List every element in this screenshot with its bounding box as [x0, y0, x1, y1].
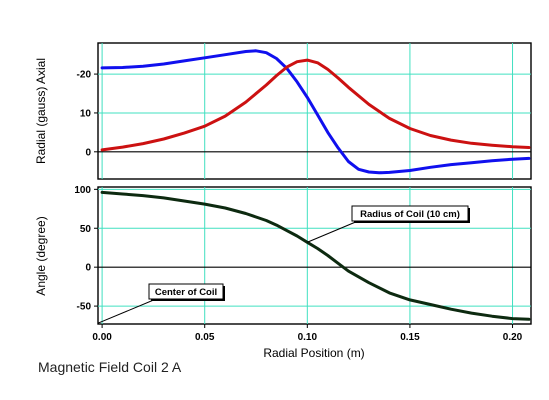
- bottom-series: [100, 190, 531, 321]
- top-ytick-label-1: 10: [80, 108, 92, 119]
- top-ytick-label-0: 0: [85, 147, 91, 158]
- bottom-ytick-label-3: 100: [74, 185, 91, 196]
- figure-caption: Magnetic Field Coil 2 A: [38, 359, 182, 375]
- xtick-label-3: 0.15: [400, 332, 420, 343]
- annotations: Radius of Coil (10 cm) Center of Coil: [97, 205, 470, 324]
- annotation-leader-0: [307, 220, 359, 243]
- bottom-ytick-label-1: 0: [85, 263, 91, 274]
- top-grid: [98, 43, 531, 179]
- xtick-label-0: 0.00: [92, 332, 112, 343]
- annotation-box-1: [148, 283, 224, 300]
- bottom-y-ticks: -50 0 50 100: [74, 185, 98, 313]
- top-y-axis-label: Radial (gauss) Axial: [34, 58, 48, 164]
- xtick-label-2: 0.10: [298, 332, 318, 343]
- top-y-ticks: 0 10 -20: [77, 70, 98, 158]
- annotation-text-0: Radius of Coil (10 cm): [360, 209, 460, 220]
- top-series-line-0: [100, 49, 531, 175]
- annotation-1: Center of Coil: [97, 283, 225, 324]
- xtick-label-1: 0.05: [195, 332, 215, 343]
- top-series: [100, 49, 531, 175]
- bottom-ytick-label-2: 50: [80, 224, 92, 235]
- xtick-label-4: 0.20: [503, 332, 523, 343]
- top-series-line-1: [100, 58, 531, 152]
- angle-panel: -50 0 50 100 0.00 0.05 0.10 0.15 0.20 Radius of…: [34, 185, 532, 360]
- bottom-series-line-0: [100, 190, 531, 321]
- annotation-leader-1: [97, 298, 157, 324]
- top-plot-frame: [97, 42, 532, 180]
- annotation-text-1: Center of Coil: [155, 287, 217, 298]
- bottom-x-ticks: 0.00 0.05 0.10 0.15 0.20: [92, 324, 523, 343]
- annotation-0: Radius of Coil (10 cm): [307, 205, 470, 243]
- bottom-plot-frame: [97, 186, 532, 325]
- x-axis-label: Radial Position (m): [263, 346, 364, 360]
- axial-radial-panel: 0 10 -20 Radial (gauss) Axial: [34, 42, 532, 180]
- annotation-box-0: [351, 205, 469, 222]
- bottom-y-axis-label: Angle (degree): [34, 216, 48, 295]
- bottom-ytick-label-0: -50: [77, 302, 92, 313]
- top-ytick-label-2: -20: [77, 70, 92, 81]
